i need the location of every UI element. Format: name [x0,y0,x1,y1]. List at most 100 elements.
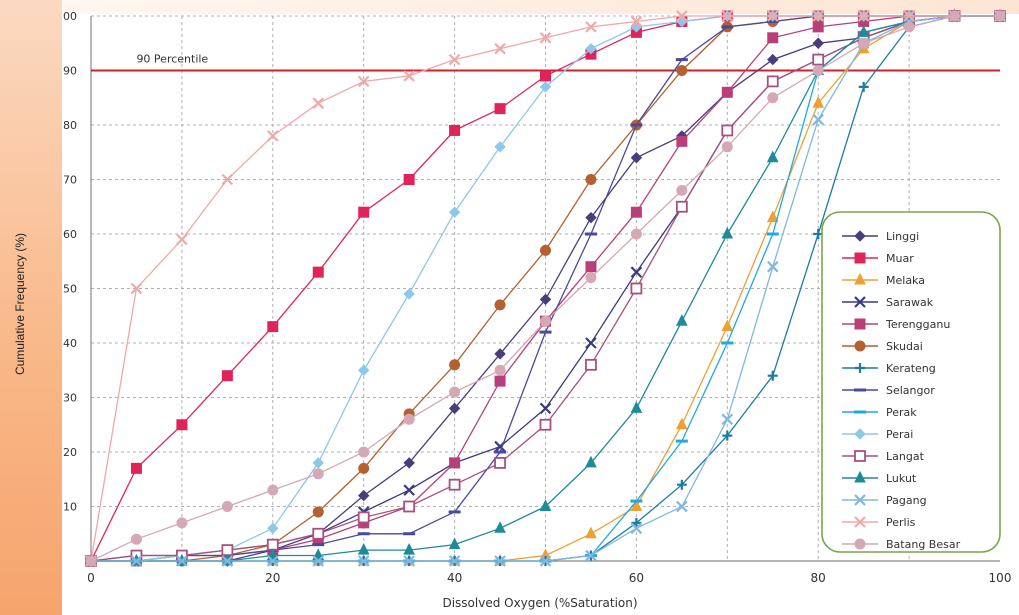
data-point [130,282,143,295]
legend-item: Lukut [842,470,917,485]
legend-label: Terengganu [885,318,950,331]
data-point [585,526,597,539]
data-point [403,457,415,469]
legend-label: Langat [886,450,925,463]
data-point [312,527,325,540]
data-point [267,130,279,142]
data-point [357,532,370,536]
legend-item: Selangor [842,384,935,397]
data-point [130,533,142,545]
data-point [812,21,824,33]
data-point [403,484,415,496]
data-point [221,173,234,186]
legend-swatch-marker [854,450,866,462]
data-point [857,10,870,22]
data-point [630,151,643,164]
data-point [585,455,597,468]
data-point [539,330,552,334]
data-point [358,206,370,218]
data-point [494,364,506,376]
legend-label: Sarawak [886,296,934,309]
data-point [721,124,734,137]
legend-label: Muar [886,252,914,265]
legend-item: Terengganu [842,318,950,331]
data-point [312,97,325,109]
data-point [630,123,643,127]
data-point [903,21,915,33]
data-point [585,272,597,284]
data-point [494,299,506,311]
legend-swatch-marker [854,388,866,392]
data-point [403,70,415,82]
y-tick-label: 50 [63,283,77,296]
data-point [767,92,779,104]
data-point [266,538,279,551]
data-point [312,543,325,547]
data-point [675,200,688,213]
data-point [721,226,734,239]
data-point [130,462,142,474]
data-point [721,25,734,29]
data-point [676,417,688,430]
left-sidebar-band [0,0,62,615]
data-point [539,418,552,431]
data-point [449,386,461,398]
data-point [631,517,642,528]
legend-item: Sarawak [842,296,934,309]
data-point [448,53,461,66]
series-perlis [85,10,1006,567]
y-tick-label: 40 [63,337,77,350]
data-point [357,75,370,88]
data-point [766,150,779,163]
legend-swatch-marker [854,516,866,528]
data-point [267,522,279,535]
legend-swatch-marker [854,538,866,550]
legend-item: Linggi [842,230,919,243]
data-point [767,370,778,381]
legend-swatch-marker [854,230,866,242]
data-point [994,10,1006,22]
top-band [62,0,1019,14]
data-point [494,521,506,533]
data-point [857,25,870,37]
x-tick-label: 20 [265,571,280,585]
data-point [267,555,279,567]
data-point [766,232,779,236]
data-point [357,364,370,376]
legend-swatch-marker [854,494,866,506]
data-point [766,10,779,22]
data-point [722,430,733,441]
data-point [494,42,506,55]
data-point [676,184,688,196]
data-point [675,439,688,443]
y-tick-label: 30 [63,392,77,405]
legend-item: Pagang [842,494,927,507]
data-point [585,337,597,349]
data-point [403,542,415,555]
data-point [766,75,779,88]
data-point [585,358,597,371]
data-point [403,174,415,185]
data-point [630,499,643,503]
data-point [766,210,779,223]
data-point [176,517,188,529]
data-point [630,499,643,511]
data-point [630,401,643,413]
data-point [584,232,597,236]
data-point [630,282,643,295]
data-point [585,211,597,224]
legend-swatch-marker [854,340,866,352]
data-point [858,37,870,49]
data-point [585,261,597,273]
data-point [540,244,551,256]
data-point [448,510,461,514]
data-point [585,21,597,33]
y-tick-label: 10 [63,501,77,514]
data-point [312,266,324,278]
data-point [176,555,188,567]
legend-box [821,211,1001,553]
data-point [585,549,597,562]
x-tick-label: 0 [87,571,95,585]
y-tick-label: 70 [63,174,77,187]
